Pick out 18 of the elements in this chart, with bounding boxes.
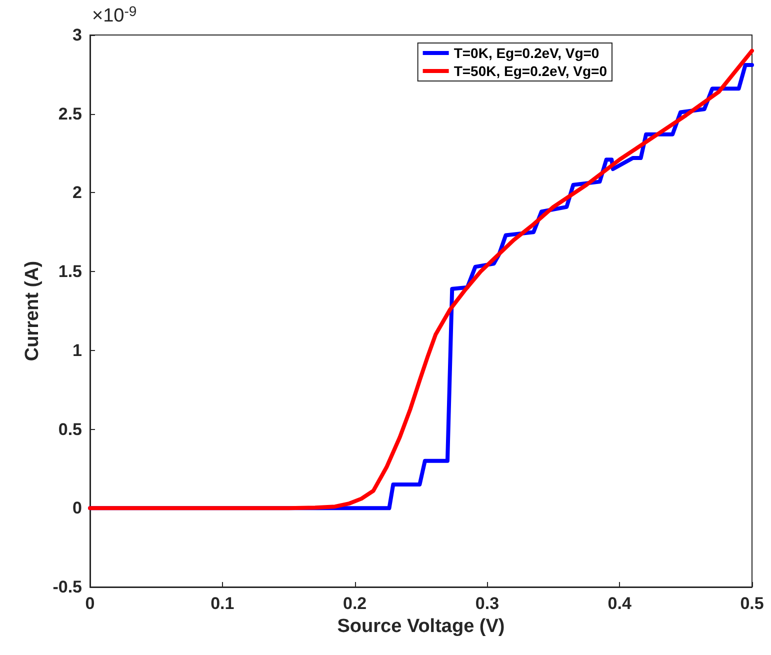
x-tick-label: 0.2 bbox=[342, 594, 367, 613]
x-tick-label: 0 bbox=[85, 594, 95, 613]
y-tick-label: 1.5 bbox=[58, 262, 82, 282]
x-axis-title: Source Voltage (V) bbox=[337, 616, 505, 637]
y-tick-label: 2 bbox=[72, 183, 82, 202]
legend-label: T=0K, Eg=0.2eV, Vg=0 bbox=[454, 45, 600, 61]
y-tick-label: 1 bbox=[72, 340, 82, 360]
x-tick-label: 0.3 bbox=[475, 594, 500, 613]
y-tick-label: -0.5 bbox=[52, 578, 82, 596]
x-tick-label: 0.1 bbox=[210, 594, 234, 613]
legend-label: T=50K, Eg=0.2eV, Vg=0 bbox=[454, 63, 608, 79]
y-tick-label: 0.5 bbox=[58, 420, 82, 439]
y-tick-label: 2.5 bbox=[58, 104, 82, 124]
x-tick-label: 0.4 bbox=[608, 594, 632, 613]
y-tick-label: 0 bbox=[72, 498, 82, 518]
x-tick-label: 0.5 bbox=[740, 594, 764, 613]
y-tick-label: 3 bbox=[72, 26, 82, 44]
y-axis-title: Current (A) bbox=[22, 260, 43, 362]
